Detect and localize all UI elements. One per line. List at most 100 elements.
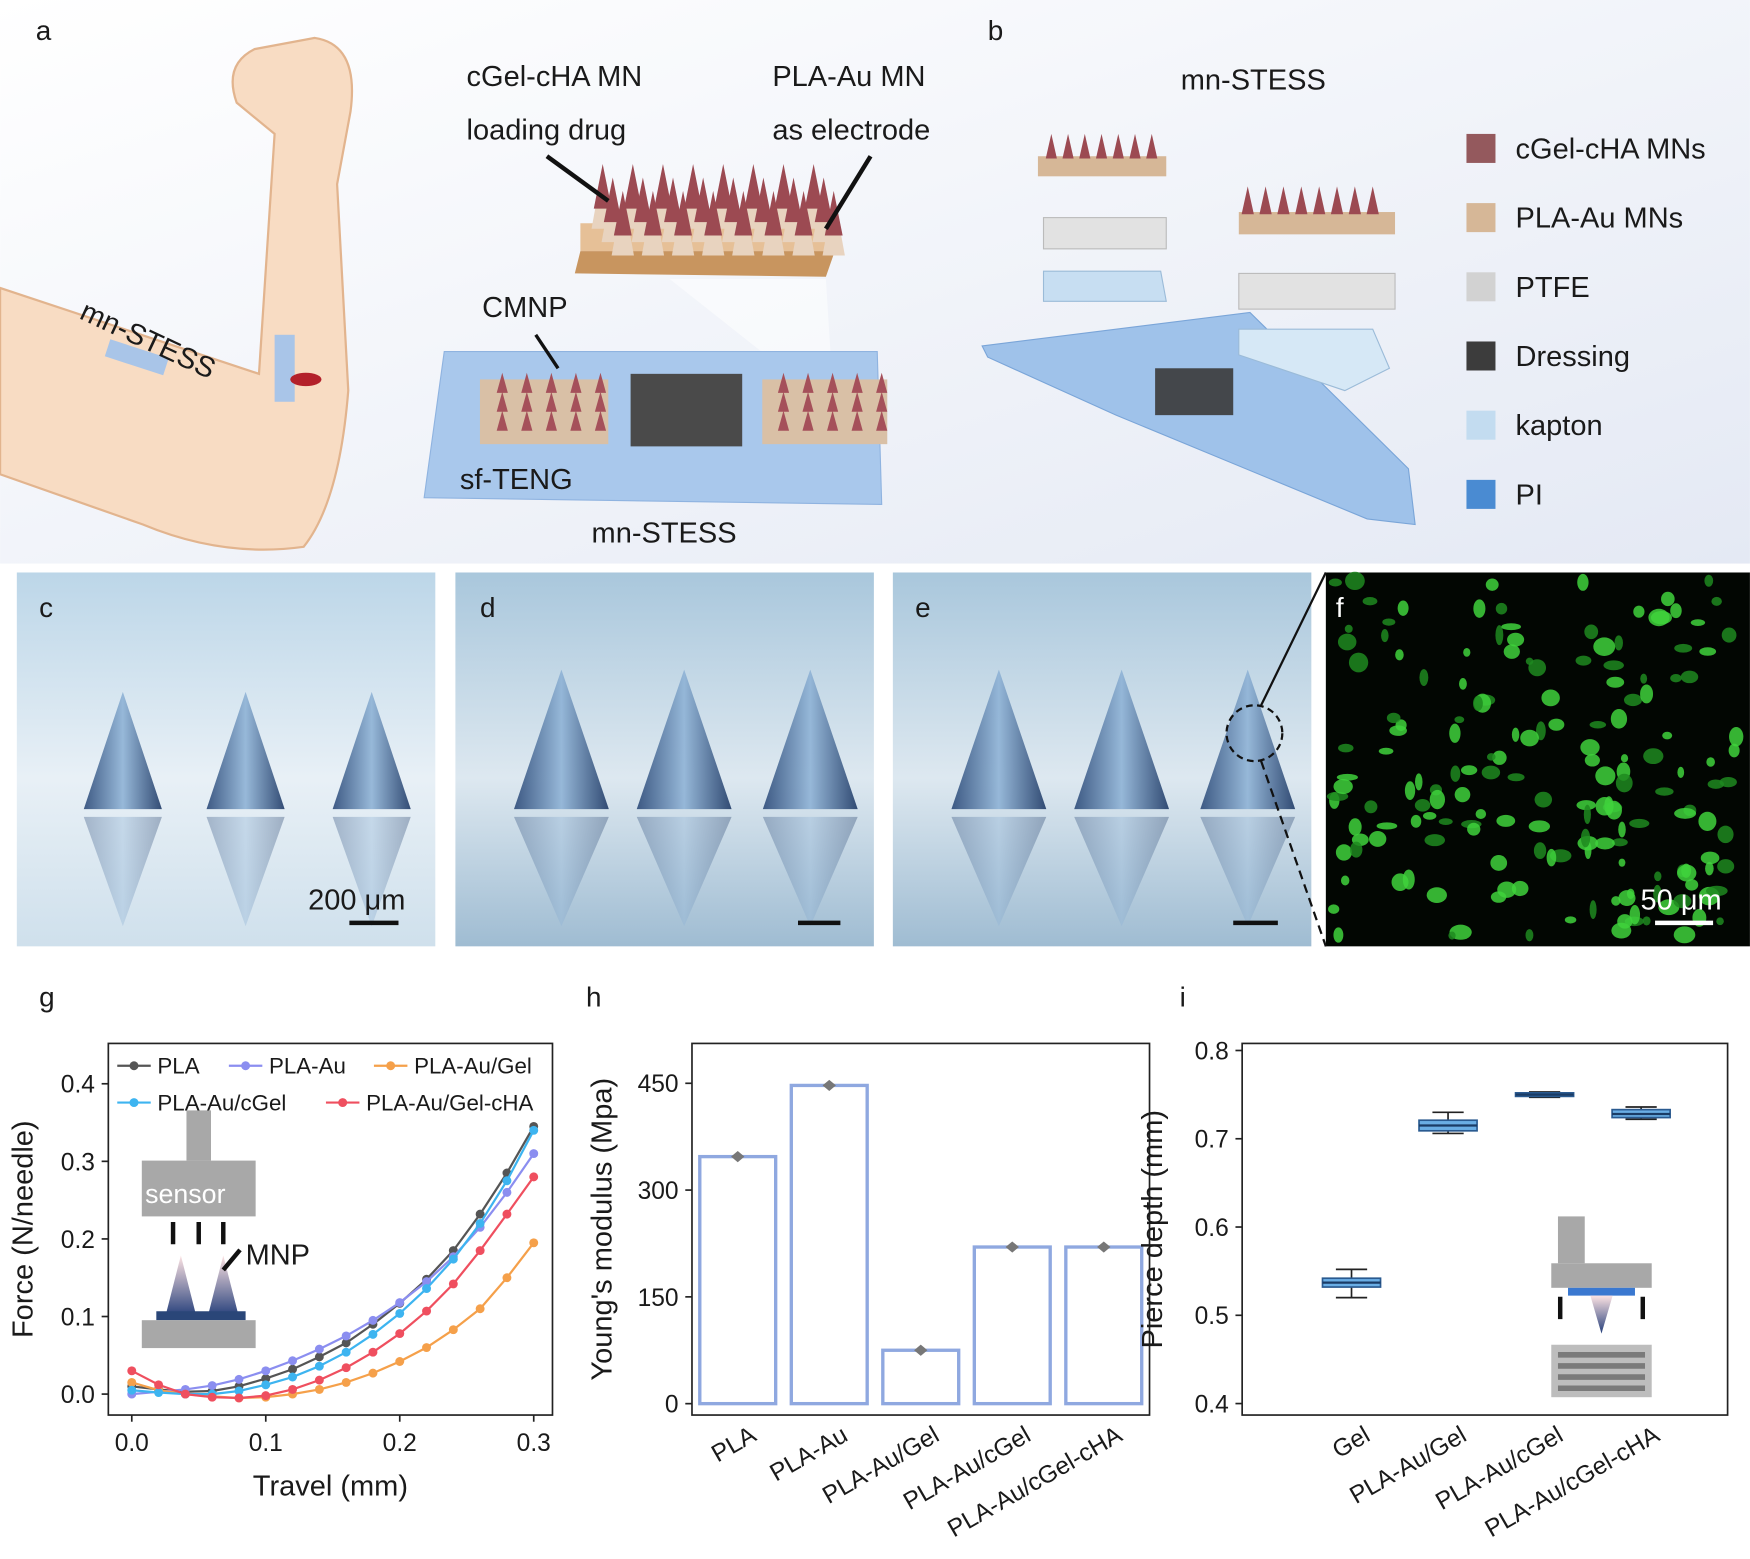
needle — [206, 691, 285, 810]
cell — [1690, 619, 1706, 626]
cell — [1490, 855, 1508, 871]
x-tick-label: 0.1 — [249, 1430, 283, 1457]
needle — [496, 410, 508, 431]
cell — [1633, 605, 1645, 618]
cell — [1623, 693, 1643, 707]
inset-shape — [1568, 1287, 1635, 1296]
cell — [1415, 773, 1423, 791]
mean-marker — [914, 1344, 928, 1356]
needle — [521, 391, 533, 412]
cell — [1463, 648, 1471, 657]
zoom-circle — [1225, 704, 1284, 763]
cell — [1728, 743, 1740, 758]
legend-marker — [129, 1098, 139, 1108]
kapton — [1042, 270, 1167, 302]
needle — [521, 372, 533, 393]
cell — [1364, 800, 1378, 814]
data-point — [341, 1377, 351, 1387]
data-point — [207, 1381, 217, 1391]
data-point — [475, 1209, 485, 1219]
data-point — [502, 1273, 512, 1283]
needle — [1277, 186, 1290, 215]
cell — [1350, 841, 1363, 858]
data-point — [448, 1325, 458, 1335]
cell — [1706, 885, 1728, 897]
needle — [754, 177, 773, 223]
legend-label: PI — [1516, 479, 1543, 511]
mn-array — [1045, 133, 1379, 215]
x-axis-label: Travel (mm) — [253, 1470, 408, 1502]
cell — [1618, 890, 1636, 907]
cell — [1593, 637, 1616, 656]
arrow — [534, 333, 560, 370]
needle — [777, 391, 790, 412]
cell — [1564, 916, 1577, 924]
y-tick-label: 0.6 — [1195, 1215, 1229, 1242]
cell — [1729, 726, 1744, 747]
data-point — [502, 1187, 512, 1197]
data-point — [127, 1377, 137, 1387]
data-point — [180, 1389, 190, 1399]
legend-label: PLA-Au — [269, 1054, 346, 1079]
kapton — [1238, 328, 1391, 392]
y-tick-label: 450 — [638, 1071, 679, 1098]
cell — [1497, 881, 1517, 898]
cell — [1716, 917, 1724, 926]
cell — [1414, 799, 1431, 812]
cells — [1326, 571, 1744, 944]
y-tick-label: 0.4 — [1195, 1391, 1229, 1418]
needle — [774, 164, 793, 209]
cell — [1699, 647, 1717, 656]
bar — [698, 1154, 778, 1406]
needle — [762, 669, 858, 810]
annotation: loading drug — [467, 114, 627, 146]
data-point — [395, 1308, 405, 1318]
needle — [1045, 133, 1057, 159]
patch — [104, 339, 169, 376]
needle — [827, 410, 839, 431]
data-point — [261, 1366, 271, 1376]
cell — [1454, 787, 1471, 803]
cell — [1485, 578, 1499, 591]
y-tick-label: 0.5 — [1195, 1303, 1229, 1330]
cell — [1335, 844, 1352, 861]
cell — [1386, 712, 1401, 724]
data-point — [261, 1374, 271, 1384]
x-tick-label: Gel — [1328, 1421, 1375, 1463]
data-point — [529, 1172, 539, 1182]
y-axis-label: Pierce depth (mm) — [1137, 1110, 1169, 1349]
needle — [1146, 133, 1158, 159]
x-tick-label: PLA — [707, 1421, 761, 1468]
needle — [734, 190, 753, 236]
mn-array — [496, 372, 888, 431]
y-tick-label: 0.7 — [1195, 1127, 1229, 1154]
scale-label: 50 μm — [1641, 885, 1722, 917]
data-point — [234, 1386, 244, 1396]
panel-label: i — [1180, 982, 1186, 1013]
mn-array — [591, 164, 845, 256]
cell — [1533, 842, 1547, 860]
data-point — [288, 1364, 298, 1374]
needle — [636, 669, 732, 810]
annotation: cGel-cHA MN — [467, 61, 643, 93]
panel-label: h — [586, 982, 602, 1013]
y-tick-label: 0.2 — [61, 1227, 95, 1254]
data-point — [341, 1363, 351, 1373]
bar — [881, 1348, 961, 1406]
bar — [789, 1083, 869, 1406]
zoom-line — [1260, 760, 1327, 947]
needle — [784, 177, 803, 223]
reflection — [513, 816, 609, 927]
cell — [1653, 884, 1662, 903]
needle — [802, 391, 814, 412]
cell — [1662, 731, 1673, 740]
needle — [764, 190, 783, 236]
cell — [1507, 773, 1525, 782]
needle — [643, 190, 662, 236]
cell — [1345, 571, 1365, 591]
needle — [804, 164, 823, 209]
cell — [1618, 858, 1626, 867]
cell — [1629, 818, 1650, 828]
annotation: mn-STESS — [1181, 64, 1326, 96]
needle — [851, 410, 863, 431]
